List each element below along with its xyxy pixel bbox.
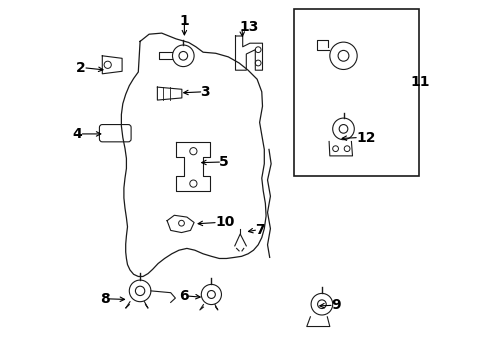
- Text: 4: 4: [73, 127, 82, 141]
- Text: 11: 11: [409, 75, 429, 89]
- Text: 7: 7: [255, 223, 264, 237]
- Text: 6: 6: [179, 289, 188, 303]
- Text: 1: 1: [179, 14, 189, 28]
- Text: 5: 5: [219, 155, 228, 169]
- Text: 10: 10: [215, 216, 234, 229]
- Text: 3: 3: [200, 85, 210, 99]
- Text: 2: 2: [76, 61, 86, 75]
- Text: 13: 13: [239, 20, 258, 34]
- Text: 12: 12: [355, 131, 375, 144]
- Bar: [294, 9, 418, 176]
- Text: 8: 8: [100, 292, 109, 306]
- Text: 9: 9: [330, 298, 340, 312]
